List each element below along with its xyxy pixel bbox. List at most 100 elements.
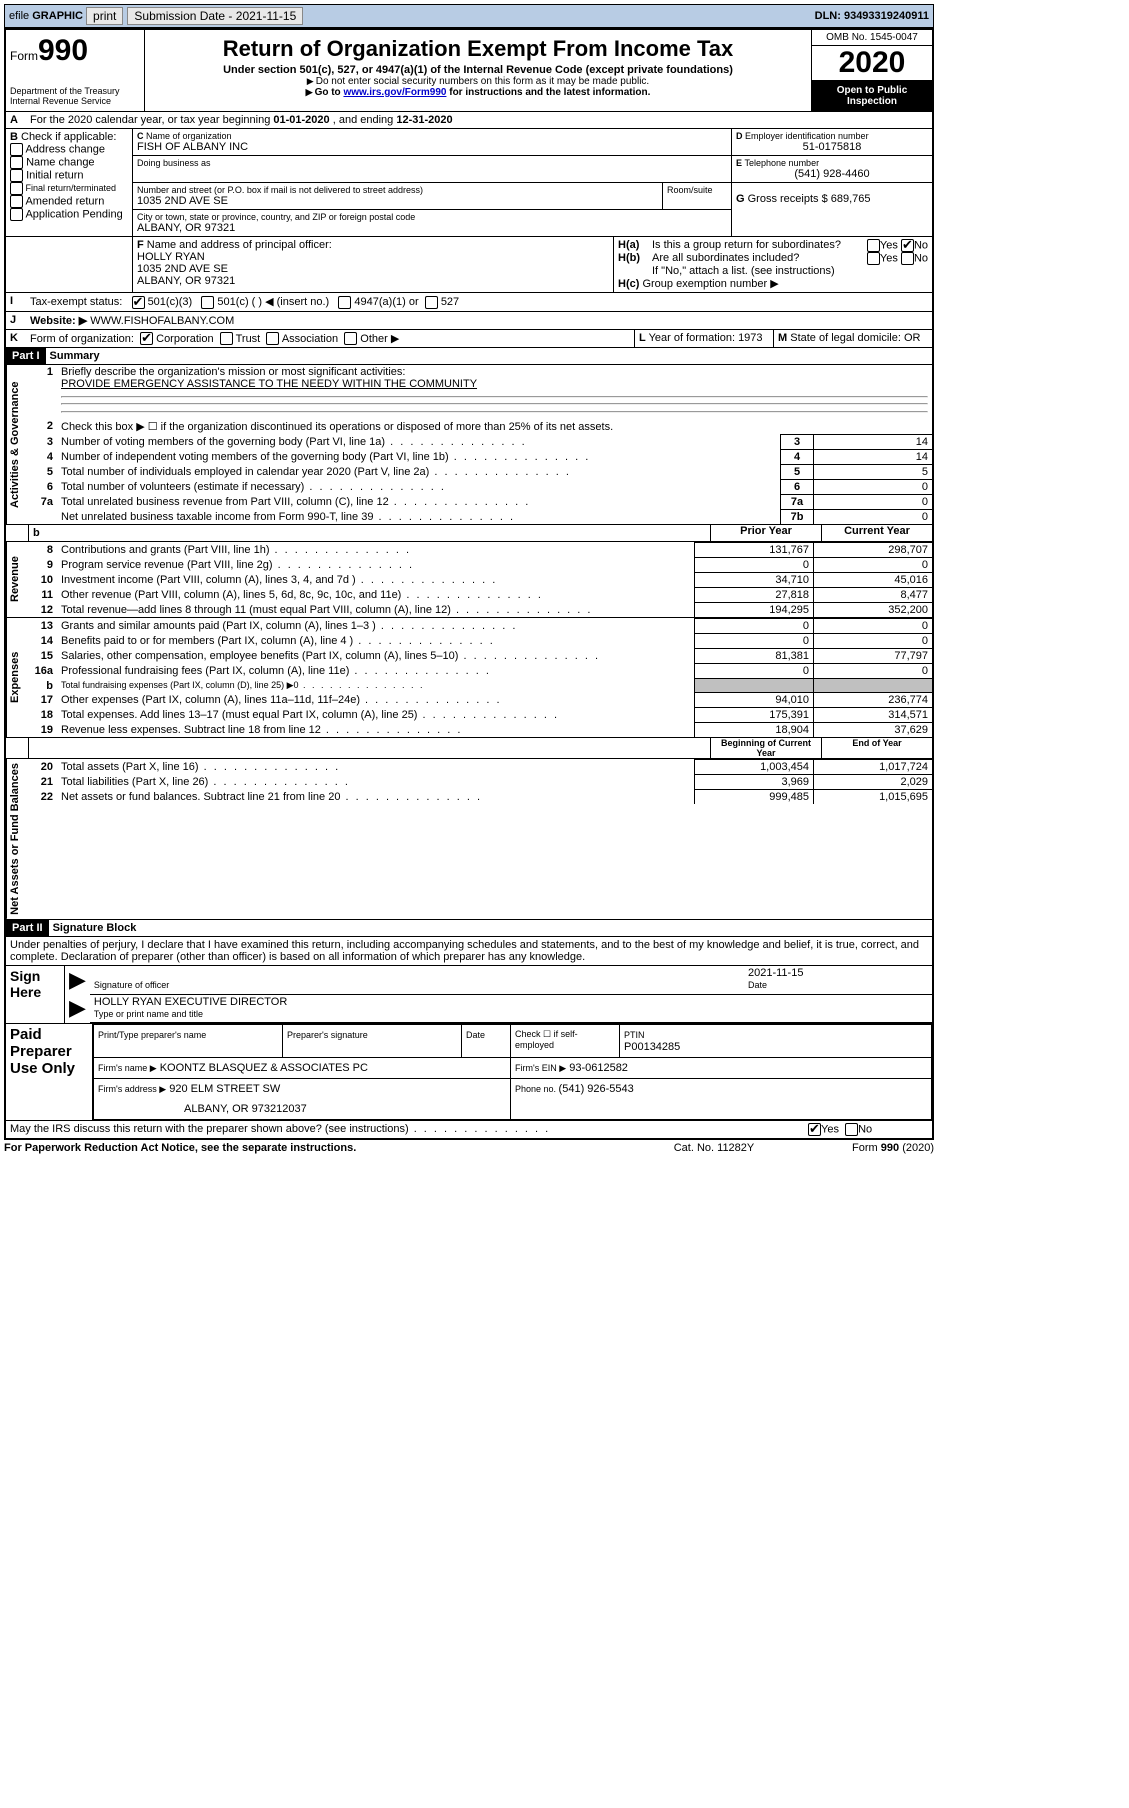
4947-checkbox[interactable]	[338, 296, 351, 309]
g-label: Gross receipts $	[748, 193, 831, 205]
type-name-label: Type or print name and title	[94, 1009, 203, 1019]
line-klm: K Form of organization: Corporation Trus…	[6, 329, 932, 348]
line-a-prefix: For the 2020 calendar year, or tax year …	[30, 114, 273, 126]
ha-yes-checkbox[interactable]	[867, 239, 880, 252]
discuss-yes-checkbox[interactable]	[808, 1123, 821, 1136]
form-footer: Form 990 (2020)	[814, 1142, 934, 1154]
table-row: 20Total assets (Part X, line 16)1,003,45…	[23, 760, 932, 775]
line-a-begin: 01-01-2020	[273, 114, 329, 126]
line-a-letter: A	[6, 112, 26, 128]
net-assets-section: Net Assets or Fund Balances 20Total asse…	[6, 758, 932, 919]
firm-phone-label: Phone no.	[515, 1084, 559, 1094]
org-address: 1035 2ND AVE SE	[137, 195, 658, 207]
amended-return-checkbox[interactable]	[10, 195, 23, 208]
revenue-table: 8Contributions and grants (Part VIII, li…	[23, 542, 932, 617]
current-year-header: Current Year	[821, 525, 932, 541]
table-row: 22Net assets or fund balances. Subtract …	[23, 790, 932, 805]
instructions-link[interactable]: www.irs.gov/Form990	[343, 87, 446, 98]
no-label-2: No	[914, 252, 928, 264]
officer-addr1: 1035 2ND AVE SE	[137, 263, 609, 275]
m-label: State of legal domicile:	[790, 332, 904, 344]
b-opt-5: Application Pending	[10, 208, 128, 221]
k-opt-3: Other ▶	[360, 333, 399, 345]
table-row: 11Other revenue (Part VIII, column (A), …	[23, 588, 932, 603]
section-revenue-label: Revenue	[6, 542, 23, 617]
k-opt-2: Association	[282, 333, 338, 345]
corporation-checkbox[interactable]	[140, 332, 153, 345]
line-i: I Tax-exempt status: 501(c)(3) 501(c) ( …	[6, 292, 932, 311]
dln-value: 93493319240911	[844, 10, 929, 22]
beginning-year-header: Beginning of Current Year	[710, 738, 821, 758]
paid-preparer-block: Paid Preparer Use Only Print/Type prepar…	[6, 1023, 932, 1120]
sign-here-label: Sign Here	[6, 966, 65, 1023]
goto-suffix: for instructions and the latest informat…	[449, 87, 650, 98]
state-domicile: OR	[904, 332, 921, 344]
b-opt-0: Address change	[10, 143, 128, 156]
line-a-mid: , and ending	[333, 114, 397, 126]
table-row: 6Total number of volunteers (estimate if…	[23, 480, 932, 495]
firm-addr1: 920 ELM STREET SW	[169, 1083, 280, 1095]
officer-name-title: HOLLY RYAN EXECUTIVE DIRECTOR	[94, 996, 287, 1008]
room-label: Room/suite	[663, 183, 731, 209]
form-subtitle: Under section 501(c), 527, or 4947(a)(1)…	[149, 64, 807, 76]
part-1-subtitle: Summary	[46, 348, 104, 364]
phone-value: (541) 928-4460	[736, 168, 928, 180]
dln-label: DLN:	[815, 10, 844, 22]
submission-date-button[interactable]: Submission Date - 2021-11-15	[127, 7, 303, 25]
firm-name: KOONTZ BLASQUEZ & ASSOCIATES PC	[160, 1062, 368, 1074]
submission-date-value: 2021-11-15	[236, 9, 297, 23]
instructions-link-row: Go to www.irs.gov/Form990 for instructio…	[149, 87, 807, 98]
discuss-text: May the IRS discuss this return with the…	[10, 1123, 550, 1135]
line1-label: Briefly describe the organization's miss…	[61, 366, 405, 378]
discuss-no-checkbox[interactable]	[845, 1123, 858, 1136]
discuss-row: May the IRS discuss this return with the…	[6, 1120, 932, 1138]
firm-ein: 93-0612582	[569, 1062, 628, 1074]
omb-no: OMB No. 1545-0047	[812, 30, 932, 45]
initial-return-checkbox[interactable]	[10, 169, 23, 182]
part-1-header: Part I Summary	[6, 347, 932, 364]
section-net-label: Net Assets or Fund Balances	[6, 759, 23, 919]
address-change-checkbox[interactable]	[10, 143, 23, 156]
ha-no-checkbox[interactable]	[901, 239, 914, 252]
print-button[interactable]: print	[86, 7, 123, 25]
firm-phone: (541) 926-5543	[559, 1083, 634, 1095]
beg-end-header: Beginning of Current Year End of Year	[6, 737, 932, 758]
other-checkbox[interactable]	[344, 332, 357, 345]
discuss-yes-label: Yes	[821, 1123, 839, 1135]
l-label: Year of formation:	[649, 332, 738, 344]
firm-name-label: Firm's name ▶	[98, 1063, 157, 1073]
table-row: 8Contributions and grants (Part VIII, li…	[23, 543, 932, 558]
i-opt-1: 501(c) ( ) ◀ (insert no.)	[217, 296, 329, 308]
name-change-checkbox[interactable]	[10, 156, 23, 169]
firm-addr-label: Firm's address ▶	[98, 1084, 166, 1094]
dln: DLN: 93493319240911	[815, 10, 929, 22]
hb-no-checkbox[interactable]	[901, 252, 914, 265]
application-pending-checkbox[interactable]	[10, 208, 23, 221]
b-opt-4-label: Amended return	[25, 195, 104, 207]
final-return-checkbox[interactable]	[10, 182, 23, 195]
firm-addr2: ALBANY, OR 973212037	[94, 1099, 511, 1120]
prior-current-header: b Prior Year Current Year	[6, 524, 932, 541]
paid-preparer-label: Paid Preparer Use Only	[6, 1024, 93, 1120]
501c3-checkbox[interactable]	[132, 296, 145, 309]
table-row: 10Investment income (Part VIII, column (…	[23, 573, 932, 588]
part-2-label: Part II	[6, 920, 49, 936]
org-city: ALBANY, OR 97321	[137, 222, 727, 234]
table-row: 19Revenue less expenses. Subtract line 1…	[23, 723, 932, 738]
firm-ein-label: Firm's EIN ▶	[515, 1063, 566, 1073]
association-checkbox[interactable]	[266, 332, 279, 345]
b-opt-0-label: Address change	[25, 143, 105, 155]
hb-note: If "No," attach a list. (see instruction…	[618, 265, 928, 277]
b-label: Check if applicable:	[21, 131, 116, 143]
addr-label: Number and street (or P.O. box if mail i…	[137, 185, 658, 195]
hb-yes-checkbox[interactable]	[867, 252, 880, 265]
trust-checkbox[interactable]	[220, 332, 233, 345]
table-row: 5Total number of individuals employed in…	[23, 465, 932, 480]
form-no: 990	[38, 34, 88, 67]
table-row: bTotal fundraising expenses (Part IX, co…	[23, 679, 932, 693]
mission-text: PROVIDE EMERGENCY ASSISTANCE TO THE NEED…	[61, 378, 477, 390]
table-row: 17Other expenses (Part IX, column (A), l…	[23, 693, 932, 708]
bcdefg-block: B Check if applicable: Address change Na…	[6, 128, 932, 236]
527-checkbox[interactable]	[425, 296, 438, 309]
501c-checkbox[interactable]	[201, 296, 214, 309]
